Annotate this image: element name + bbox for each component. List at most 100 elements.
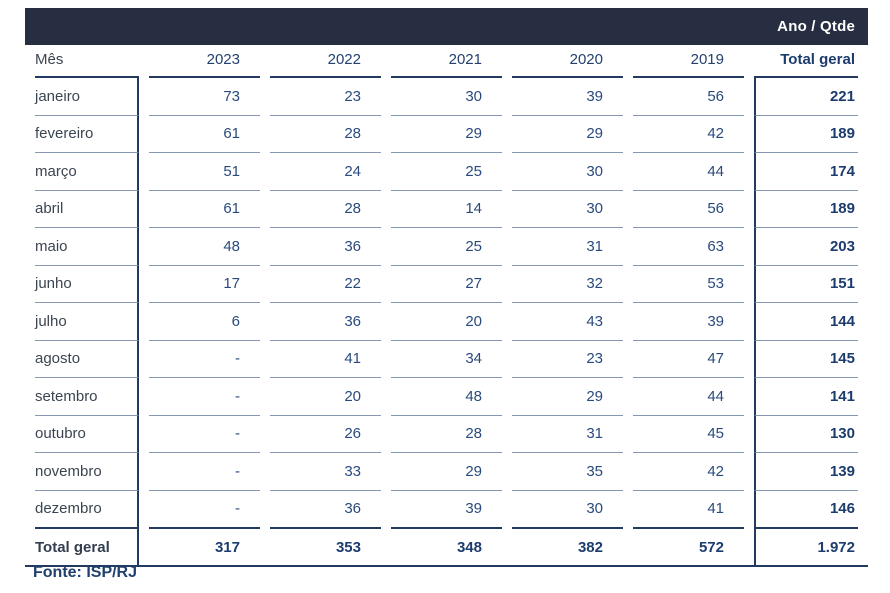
header-row: Mês 2023 2022 2021 2020 2019 Total geral	[35, 45, 858, 78]
cell-value: 28	[391, 416, 502, 453]
cell-value: 25	[391, 153, 502, 191]
source-note: Fonte: ISP/RJ	[33, 564, 138, 581]
cell-month: janeiro	[35, 78, 139, 116]
cell-row-total: 146	[754, 490, 858, 529]
cell-value: 39	[391, 491, 502, 529]
cell-value: 28	[270, 116, 381, 153]
cell-value: 30	[391, 78, 502, 116]
cell-value: 44	[633, 153, 744, 191]
cell-value: 28	[270, 191, 381, 228]
cell-month: fevereiro	[35, 115, 139, 153]
total-row: Total geral 317 353 348 382 572 1.972	[35, 529, 858, 565]
cell-column-total: 382	[577, 538, 603, 556]
cell-value: 29	[391, 453, 502, 491]
cell-value: 36	[270, 228, 381, 266]
cell-value: 32	[512, 266, 623, 303]
cell-value: 26	[270, 416, 381, 453]
cell-column-total: 317	[214, 538, 240, 556]
cell-month: agosto	[35, 340, 139, 378]
cell-column-total: 572	[698, 538, 724, 556]
cell-value: 24	[270, 153, 381, 191]
cell-column-total: 353	[335, 538, 361, 556]
cell-month: setembro	[35, 378, 139, 416]
total-row-label: Total geral	[35, 529, 139, 565]
cell-value: 20	[391, 303, 502, 341]
cell-row-total: 145	[754, 340, 858, 378]
table-row: agosto -41 34 23 47 145	[35, 340, 858, 378]
cell-value: 31	[512, 228, 623, 266]
cell-month: julho	[35, 303, 139, 341]
cell-value: -	[149, 491, 260, 529]
column-header-year: 2023	[149, 45, 260, 78]
cell-value: 33	[270, 453, 381, 491]
table-row: março 51 24 25 30 44 174	[35, 153, 858, 191]
cell-value: 30	[512, 191, 623, 228]
table-body: janeiro 73 23 30 39 56 221 fevereiro 61 28 29 29 42 1…	[35, 78, 858, 529]
cell-value: 61	[149, 191, 260, 228]
cell-value: -	[149, 416, 260, 453]
cell-value: 36	[270, 491, 381, 529]
cell-value: 39	[633, 303, 744, 341]
matrix-visual: Ano / Qtde Mês 2023 2022 2021 2020 2019 Total …	[25, 8, 868, 567]
cell-value: 73	[149, 78, 260, 116]
table-row: dezembro -36 39 30 41 146	[35, 490, 858, 529]
column-header-total-geral: Total geral	[754, 45, 858, 78]
cell-value: 48	[391, 378, 502, 416]
column-header-year: 2019	[633, 45, 744, 78]
cell-value: 61	[149, 116, 260, 153]
table-row: janeiro 73 23 30 39 56 221	[35, 78, 858, 116]
table-row: abril 61 28 14 30 56 189	[35, 190, 858, 228]
cell-row-total: 144	[754, 303, 858, 341]
cell-value: 51	[149, 153, 260, 191]
cell-value: 53	[633, 266, 744, 303]
cell-month: dezembro	[35, 490, 139, 529]
cell-column-total: 348	[456, 538, 482, 556]
cell-value: 42	[633, 116, 744, 153]
cell-row-total: 174	[754, 153, 858, 191]
cell-row-total: 139	[754, 453, 858, 491]
cell-row-total: 221	[754, 78, 858, 116]
cell-row-total: 189	[754, 190, 858, 228]
data-table: Mês 2023 2022 2021 2020 2019 Total geral janei…	[25, 45, 868, 567]
column-header-year: 2020	[512, 45, 623, 78]
cell-value: 56	[633, 191, 744, 228]
cell-month: abril	[35, 190, 139, 228]
cell-row-total: 203	[754, 228, 858, 266]
table-row: julho 6 36 20 43 39 144	[35, 303, 858, 341]
cell-value: -	[149, 453, 260, 491]
cell-value: 6	[149, 303, 260, 341]
column-header-year: 2022	[270, 45, 381, 78]
cell-value: 41	[270, 341, 381, 378]
cell-value: 14	[391, 191, 502, 228]
cell-value: 20	[270, 378, 381, 416]
cell-value: 29	[512, 378, 623, 416]
cell-month: outubro	[35, 415, 139, 453]
cell-row-total: 141	[754, 378, 858, 416]
table-row: novembro -33 29 35 42 139	[35, 453, 858, 491]
cell-value: 29	[512, 116, 623, 153]
cell-value: 31	[512, 416, 623, 453]
cell-value: 42	[633, 453, 744, 491]
column-header-year: 2021	[391, 45, 502, 78]
table-row: junho 17 22 27 32 53 151	[35, 265, 858, 303]
cell-row-total: 151	[754, 265, 858, 303]
cell-value: 30	[512, 153, 623, 191]
cell-grand-total: 1.972	[754, 529, 858, 565]
cell-month: março	[35, 153, 139, 191]
cell-value: 63	[633, 228, 744, 266]
column-header-mes: Mês	[35, 45, 139, 78]
table-row: setembro -20 48 29 44 141	[35, 378, 858, 416]
cell-value: 43	[512, 303, 623, 341]
cell-value: 45	[633, 416, 744, 453]
cell-row-total: 189	[754, 115, 858, 153]
table-header: Mês 2023 2022 2021 2020 2019 Total geral	[35, 45, 858, 78]
cell-value: 56	[633, 78, 744, 116]
cell-value: 22	[270, 266, 381, 303]
cell-value: 39	[512, 78, 623, 116]
table-row: fevereiro 61 28 29 29 42 189	[35, 115, 858, 153]
cell-value: 34	[391, 341, 502, 378]
table-row: maio 48 36 25 31 63 203	[35, 228, 858, 266]
table-footer: Total geral 317 353 348 382 572 1.972	[35, 529, 858, 565]
cell-value: 44	[633, 378, 744, 416]
